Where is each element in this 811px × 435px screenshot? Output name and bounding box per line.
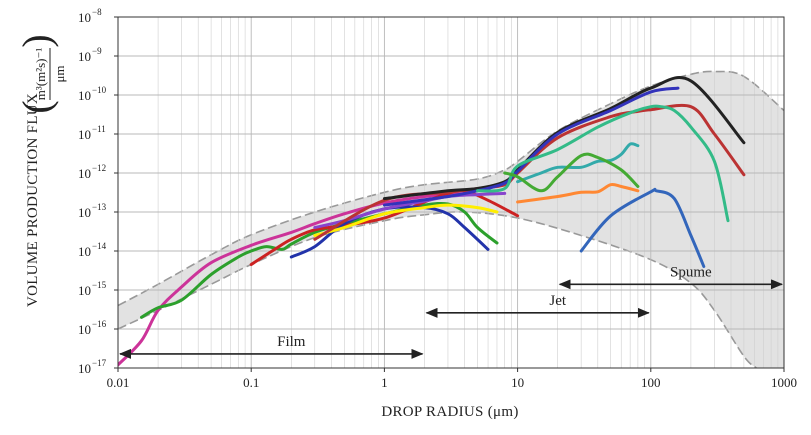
x-tick-label: 1 bbox=[381, 375, 388, 390]
series-layer bbox=[118, 76, 746, 367]
y-axis-title: VOLUME PRODUCTION FLUX bbox=[25, 93, 41, 307]
x-tick-label: 100 bbox=[641, 375, 661, 390]
x-tick-label: 1000 bbox=[771, 375, 797, 390]
y-tick-label-exponent: −9 bbox=[92, 46, 102, 56]
x-tick-label: 0.01 bbox=[107, 375, 130, 390]
y-tick-label: 10 bbox=[78, 244, 91, 259]
y-tick-label: 10 bbox=[78, 283, 91, 298]
y-tick-label-exponent: −16 bbox=[92, 319, 107, 329]
y-tick-label-exponent: −14 bbox=[92, 241, 107, 251]
y-tick-label: 10 bbox=[78, 10, 91, 25]
y-tick-label-exponent: −11 bbox=[92, 124, 106, 134]
annotation-layer: Film Jet Spume bbox=[119, 264, 783, 359]
series-line-1 bbox=[118, 191, 467, 367]
x-axis-title: DROP RADIUS (μm) bbox=[381, 404, 518, 420]
series-line-14 bbox=[579, 187, 706, 268]
y-tick-label-exponent: −15 bbox=[92, 280, 107, 290]
y-axis-unit-denominator: μm bbox=[52, 65, 67, 82]
film-range-label: Film bbox=[277, 334, 306, 350]
x-tick-label: 10 bbox=[511, 375, 524, 390]
x-tick-label: 0.1 bbox=[243, 375, 259, 390]
series-line-10 bbox=[476, 104, 730, 223]
spume-range-label: Spume bbox=[670, 264, 712, 280]
y-tick-label: 10 bbox=[78, 166, 91, 181]
series-line-4 bbox=[289, 205, 490, 259]
y-tick-label: 10 bbox=[78, 361, 91, 376]
y-axis-units: ( m³(m²s)⁻¹ μm ) bbox=[14, 34, 67, 113]
y-tick-label: 10 bbox=[78, 88, 91, 103]
envelope-fill bbox=[118, 71, 784, 368]
series-line-9 bbox=[382, 86, 680, 207]
series-line-13 bbox=[516, 183, 640, 204]
y-tick-label-exponent: −12 bbox=[92, 163, 106, 173]
y-tick-label-exponent: −10 bbox=[92, 85, 107, 95]
envelope-upper-boundary bbox=[118, 70, 784, 307]
series-line-11 bbox=[516, 142, 640, 184]
y-axis-unit-right-paren: ) bbox=[14, 34, 59, 47]
y-tick-label: 10 bbox=[78, 49, 91, 64]
y-tick-label: 10 bbox=[78, 322, 91, 337]
y-axis-unit-numerator: m³(m²s)⁻¹ bbox=[33, 48, 48, 101]
series-line-12 bbox=[503, 152, 640, 193]
series-line-5 bbox=[313, 203, 499, 237]
jet-range-label: Jet bbox=[549, 293, 566, 309]
y-axis-unit-left-paren: ( bbox=[14, 100, 59, 113]
y-tick-label: 10 bbox=[78, 205, 91, 220]
y-tick-label-exponent: −8 bbox=[92, 7, 102, 17]
y-tick-label: 10 bbox=[78, 127, 91, 142]
y-tick-label-exponent: −13 bbox=[92, 202, 107, 212]
axes-layer bbox=[117, 16, 785, 369]
y-tick-label-exponent: −17 bbox=[92, 358, 107, 368]
plot-frame bbox=[117, 16, 785, 369]
